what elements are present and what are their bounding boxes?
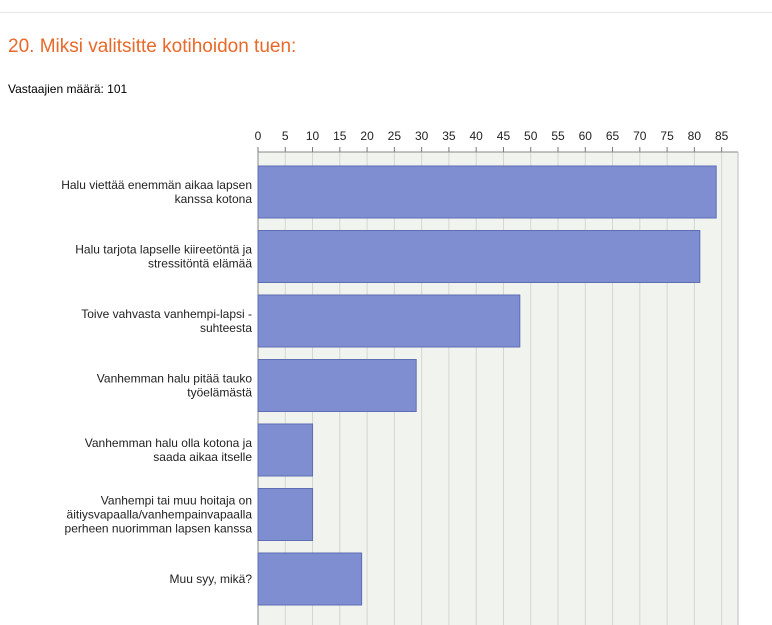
category-label: Muu syy, mikä? [170,572,253,586]
x-tick-label: 55 [551,129,565,143]
category-label: Halu viettää enemmän aikaa lapsen [61,178,252,192]
category-label: äitiysvapaalla/vanhempainvapaalla [67,508,253,522]
x-tick-label: 30 [415,129,429,143]
x-tick-label: 0 [255,129,262,143]
x-tick-label: 65 [606,129,620,143]
category-label: suhteesta [200,321,252,335]
bar [257,165,717,219]
category-label: perheen nuorimman lapsen kanssa [65,522,253,536]
category-label: stressitöntä elämää [148,257,252,271]
question-title: 20. Miksi valitsitte kotihoidon tuen: [8,36,297,57]
bar [257,294,521,348]
x-tick-label: 70 [633,129,647,143]
x-tick-label: 15 [333,129,347,143]
x-tick-label: 20 [360,129,374,143]
x-tick-label: 60 [579,129,593,143]
x-tick-label: 45 [497,129,511,143]
category-label: kanssa kotona [175,192,253,206]
respondent-count: Vastaajien määrä: 101 [8,82,128,96]
x-tick-label: 50 [524,129,538,143]
x-tick-label: 10 [306,129,320,143]
bar [257,359,417,412]
top-divider [0,12,772,13]
x-tick-label: 75 [660,129,674,143]
category-label: Vanhempi tai muu hoitaja on [101,494,252,508]
category-label: Vanhemman halu pitää tauko [97,372,253,386]
bar-chart-svg: 0 5 10 15 20 25 30 35 40 45 50 55 60 65 70 75 80 85 Halu v… [61,129,739,625]
x-tick-label: 40 [470,129,484,143]
x-tick-label: 85 [715,129,729,143]
bar [257,488,314,541]
category-label: Vanhemman halu olla kotona ja [85,436,253,450]
bar [257,552,363,606]
category-label: työelämästä [187,386,252,400]
x-tick-label: 80 [688,129,702,143]
x-tick-label: 35 [442,129,456,143]
bar [257,423,314,477]
category-label: Halu tarjota lapselle kiireetöntä ja [75,243,252,257]
bar-chart: 0 5 10 15 20 25 30 35 40 45 50 55 60 65 70 75 80 85 Halu v… [0,118,772,625]
x-tick-label: 5 [282,129,289,143]
category-label: saada aikaa itselle [153,450,252,464]
bar [257,230,701,283]
category-label: Toive vahvasta vanhempi-lapsi - [81,307,252,321]
x-tick-label: 25 [388,129,402,143]
